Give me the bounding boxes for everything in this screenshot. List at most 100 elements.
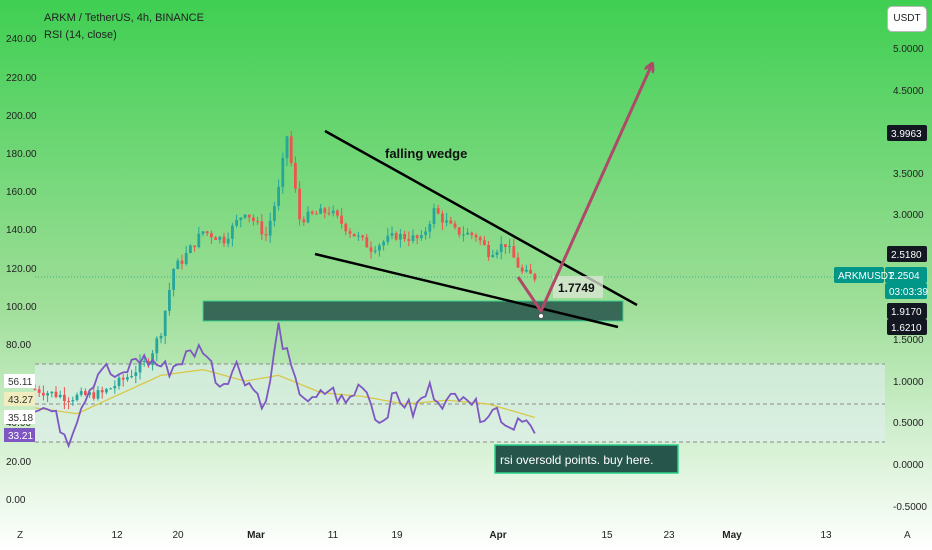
- right-axis-tick-label: 1.5000: [893, 335, 924, 346]
- target-label-box: [553, 276, 603, 298]
- candle-body: [142, 360, 146, 363]
- candle-body: [533, 273, 537, 280]
- candle-body: [285, 136, 289, 158]
- rsi-band: [35, 364, 885, 442]
- candle-body: [361, 235, 364, 238]
- right-axis-tick-label: 5.0000: [893, 44, 924, 55]
- candle-body: [210, 233, 213, 238]
- left-axis-value-tag-label: 35.18: [8, 413, 33, 424]
- candle-body: [495, 252, 499, 255]
- right-axis-price-tag: [887, 246, 927, 262]
- candle-body: [508, 246, 511, 248]
- wedge-lower-line[interactable]: [314, 252, 619, 329]
- candle-body: [121, 377, 125, 380]
- candle-body: [428, 223, 432, 232]
- candle-body: [159, 335, 163, 339]
- falling-wedge-label: falling wedge: [385, 146, 467, 161]
- candle-body: [487, 244, 490, 258]
- symbol-title[interactable]: ARKM / TetherUS, 4h, BINANCE: [44, 12, 204, 24]
- candle-body: [327, 212, 331, 214]
- candle-body: [176, 260, 180, 270]
- candle-body: [512, 246, 516, 258]
- candle-body: [84, 391, 87, 395]
- candle-body: [436, 208, 440, 214]
- candle-body: [117, 377, 121, 386]
- left-axis-value-tag: [4, 410, 35, 424]
- time-axis-tick-label: 23: [663, 530, 675, 541]
- entry-point-marker[interactable]: [538, 313, 544, 319]
- rsi-note-text: rsi oversold points. buy here.: [500, 453, 653, 467]
- candle-body: [407, 239, 411, 241]
- candle-body: [445, 220, 448, 223]
- left-axis-tick-label: 80.00: [6, 340, 31, 351]
- auto-scale-button[interactable]: A: [904, 530, 911, 541]
- candle-body: [386, 235, 390, 242]
- left-axis-tick-label: 240.00: [6, 34, 37, 45]
- candle-body: [184, 252, 188, 264]
- rsi-ma-line: [34, 368, 535, 419]
- projection-arrow[interactable]: [516, 64, 652, 313]
- candle-body: [302, 219, 306, 223]
- candle-body: [264, 234, 268, 236]
- candle-body: [214, 237, 217, 240]
- candle-body: [344, 223, 348, 232]
- candle-body: [420, 235, 423, 239]
- currency-button[interactable]: USDT: [887, 6, 927, 32]
- candle-body: [373, 250, 377, 252]
- price-candles: [33, 130, 537, 410]
- right-axis-price-tag-label: 03:03:39: [889, 287, 928, 298]
- candle-body: [453, 223, 457, 228]
- candle-body: [474, 235, 478, 238]
- candle-body: [172, 269, 175, 290]
- candle-body: [100, 390, 104, 393]
- candle-body: [226, 238, 230, 244]
- candle-body: [411, 235, 415, 241]
- symbol-price-tag: [834, 267, 884, 283]
- candle-body: [403, 233, 406, 240]
- candle-body: [163, 310, 167, 336]
- candle-body: [37, 389, 41, 393]
- left-axis-value-tag: [4, 428, 35, 442]
- candle-body: [466, 232, 469, 235]
- zoom-button[interactable]: Z: [17, 530, 24, 541]
- right-axis: 5.0000 4.5000 3.5000 3.0000 1.5000 1.0000 0.50…: [834, 44, 928, 513]
- time-axis-tick-label: 15: [601, 530, 613, 541]
- candle-body: [319, 208, 322, 214]
- support-zone-box[interactable]: [202, 300, 624, 322]
- candle-body: [449, 220, 453, 224]
- candle-body: [441, 213, 444, 223]
- left-axis-tick-label: 140.00: [6, 225, 37, 236]
- indicator-title[interactable]: RSI (14, close): [44, 29, 117, 41]
- right-axis-tick-label: 0.5000: [893, 418, 924, 429]
- left-axis-tick-label: 200.00: [6, 111, 37, 122]
- candle-body: [235, 220, 238, 226]
- candle-body: [180, 260, 184, 264]
- candle-body: [67, 400, 70, 402]
- candle-body: [331, 210, 335, 214]
- left-axis-tick-label: 180.00: [6, 149, 37, 160]
- right-axis-price-tag: [885, 267, 927, 283]
- left-axis-tick-label: 100.00: [6, 302, 37, 313]
- candle-body: [189, 245, 192, 253]
- candle-body: [306, 211, 310, 223]
- candle-body: [126, 377, 129, 380]
- left-axis-value-tag-label: 33.21: [8, 431, 33, 442]
- time-axis-tick-label: 12: [111, 530, 123, 541]
- candle-body: [491, 254, 495, 258]
- candle-body: [415, 235, 419, 239]
- time-axis: 12 20 Mar 11 19 Apr 15 23 May 13: [111, 530, 832, 541]
- candle-body: [382, 241, 385, 246]
- candle-body: [424, 231, 427, 236]
- candle-body: [399, 233, 402, 240]
- candle-body: [310, 211, 314, 214]
- candle-body: [365, 237, 369, 248]
- symbol-price-tag-label: ARKMUSDT: [838, 271, 894, 282]
- right-axis-price-tag-label: 3.9963: [891, 129, 922, 140]
- time-axis-tick-label: Apr: [489, 530, 506, 541]
- candle-body: [42, 392, 45, 396]
- right-axis-tick-label: 3.0000: [893, 210, 924, 221]
- candle-body: [504, 244, 507, 248]
- candle-body: [134, 372, 138, 377]
